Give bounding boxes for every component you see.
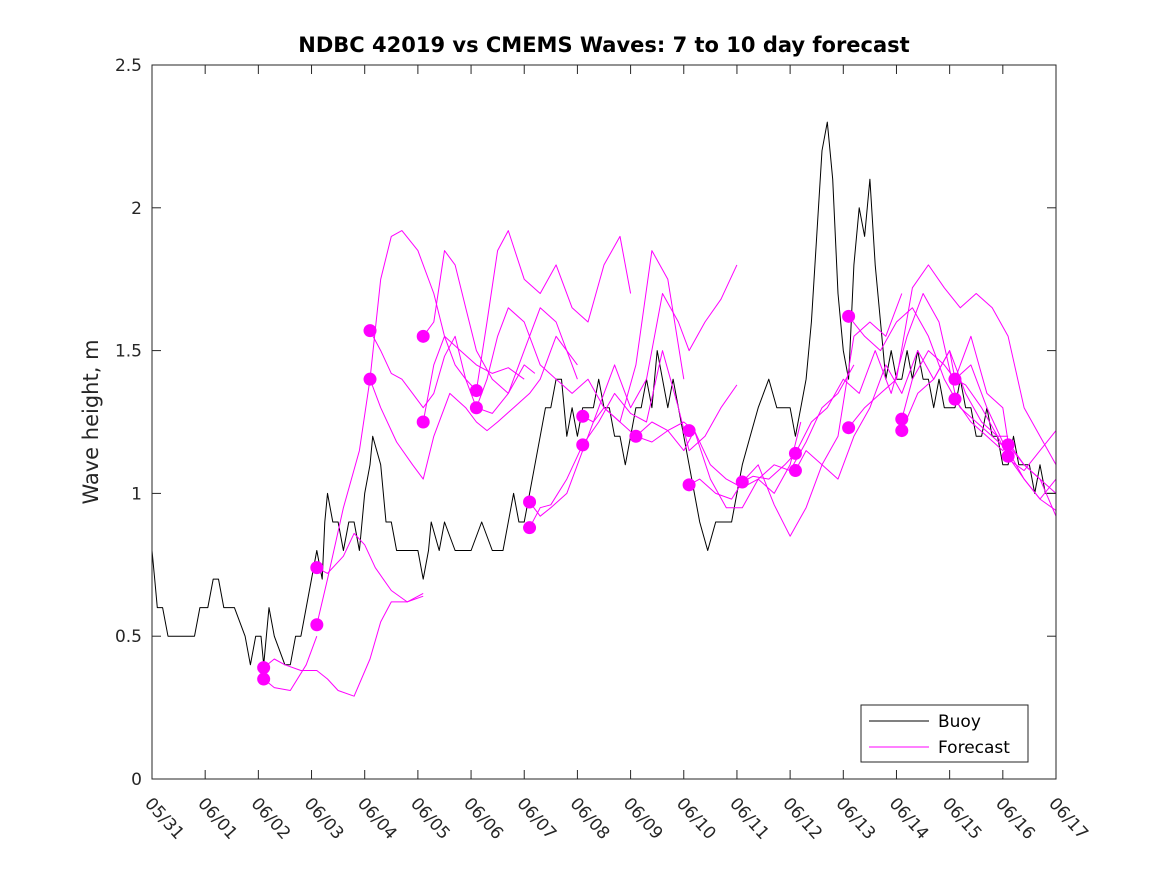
forecast-marker xyxy=(257,672,271,686)
forecast-series-line-18 xyxy=(848,264,1057,466)
y-tick-label: 0.5 xyxy=(115,627,142,647)
forecast-series-line-5 xyxy=(369,330,536,414)
y-tick-label: 0 xyxy=(131,770,142,790)
forecast-series-line-15 xyxy=(742,293,956,483)
forecast-series-line-6 xyxy=(369,335,578,480)
forecast-marker xyxy=(842,421,856,435)
legend-label: Forecast xyxy=(938,738,1010,758)
forecast-series-line-10 xyxy=(529,264,738,517)
legend-label: Buoy xyxy=(938,712,981,732)
forecast-series-line-16 xyxy=(794,350,1009,480)
forecast-markers-group xyxy=(257,309,1015,686)
forecast-series-line-4 xyxy=(316,230,525,625)
forecast-marker xyxy=(576,438,590,452)
forecast-series-line-2 xyxy=(263,592,424,697)
forecast-marker xyxy=(629,429,643,443)
forecast-marker xyxy=(363,372,377,386)
forecast-marker xyxy=(788,446,802,460)
y-tick-label: 1.5 xyxy=(115,342,142,362)
forecast-marker xyxy=(523,521,537,535)
plot-area xyxy=(152,65,1056,779)
forecast-marker xyxy=(523,495,537,509)
forecast-marker xyxy=(469,384,483,398)
axes-box xyxy=(151,64,1057,780)
forecast-series-line-7 xyxy=(422,250,578,394)
forecast-marker xyxy=(469,401,483,415)
forecast-series-line-12 xyxy=(582,407,802,509)
buoy-series-line xyxy=(151,121,1056,666)
forecast-series-line-9 xyxy=(475,250,685,423)
forecast-marker xyxy=(682,478,696,492)
legend-box xyxy=(860,704,1029,763)
forecast-marker xyxy=(363,324,377,338)
y-axis-label: Wave height, m xyxy=(79,339,103,504)
forecast-series-line-1 xyxy=(263,636,318,691)
forecast-series-line-8 xyxy=(422,230,632,423)
forecast-series-line-3 xyxy=(316,532,424,603)
forecast-marker xyxy=(842,309,856,323)
forecast-marker xyxy=(416,415,430,429)
chart-title: NDBC 42019 vs CMEMS Waves: 7 to 10 day f… xyxy=(298,33,909,57)
forecast-marker xyxy=(1001,438,1015,452)
y-tick-label: 2 xyxy=(131,199,142,219)
forecast-marker xyxy=(682,424,696,438)
forecast-marker xyxy=(895,412,909,426)
forecast-marker xyxy=(948,392,962,406)
forecast-marker xyxy=(257,661,271,675)
legend: Buoy Forecast xyxy=(860,704,1029,763)
forecast-marker xyxy=(310,618,324,632)
forecast-marker xyxy=(576,409,590,423)
forecast-marker xyxy=(948,372,962,386)
forecast-marker xyxy=(310,561,324,575)
forecast-series-line-14 xyxy=(688,293,903,537)
forecast-marker xyxy=(416,329,430,343)
forecast-marker xyxy=(895,424,909,438)
forecast-marker xyxy=(1001,449,1015,463)
forecast-marker xyxy=(788,464,802,478)
forecast-marker xyxy=(735,475,749,489)
y-tick-label: 1 xyxy=(131,484,142,504)
y-tick-label: 2.5 xyxy=(115,56,142,76)
